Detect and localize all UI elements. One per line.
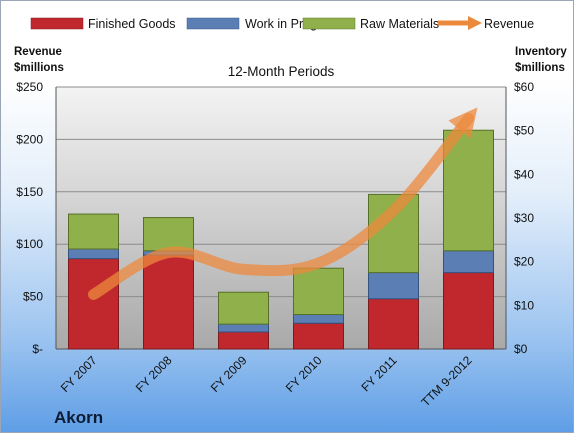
bar-raw-materials-3 — [293, 267, 344, 316]
legend-item-finished-goods: Finished Goods — [30, 17, 176, 31]
legend-label-revenue: Revenue — [484, 17, 534, 31]
bar-raw-materials-0 — [68, 213, 119, 250]
x-tick-label: FY 2010 — [283, 353, 325, 395]
chart-subtitle: 12-Month Periods — [228, 64, 335, 79]
right-axis-title-line1: Inventory — [515, 46, 567, 58]
x-axis-ticks: FY 2007 FY 2008 FY 2009 FY 2010 FY 2011 TTM 9… — [58, 353, 475, 409]
gridlines — [55, 86, 507, 350]
left-tick-label: $250 — [16, 80, 43, 94]
bar-raw-materials-1 — [143, 217, 194, 252]
right-tick-label: $40 — [514, 167, 534, 181]
legend-item-revenue: Revenue — [438, 16, 534, 31]
x-tick-label: FY 2009 — [208, 353, 250, 395]
bar-raw-materials-2 — [218, 291, 269, 325]
bars — [68, 129, 494, 350]
right-axis-title-line2: $millions — [515, 62, 565, 74]
left-tick-label: $100 — [16, 237, 43, 251]
left-tick-label: $150 — [16, 185, 43, 199]
right-tick-label: $50 — [514, 124, 534, 138]
x-tick-label: FY 2007 — [58, 353, 100, 395]
plot-area — [56, 87, 506, 349]
bar-raw-materials-5 — [443, 129, 494, 252]
bar-finished-goods-4 — [368, 298, 419, 350]
right-tick-label: $10 — [514, 298, 534, 312]
bar-finished-goods-2 — [218, 331, 269, 350]
bar-finished-goods-3 — [293, 322, 344, 350]
left-axis-ticks: $- $50 $100 $150 $200 $250 — [16, 80, 43, 356]
company-name: Akorn — [54, 408, 103, 427]
left-axis-title-line2: $millions — [14, 62, 64, 74]
right-tick-label: $0 — [514, 342, 528, 356]
right-tick-label: $60 — [514, 80, 534, 94]
right-axis-ticks: $0 $10 $20 $30 $40 $50 $60 — [514, 80, 534, 356]
legend-item-raw-materials: Raw Materials — [302, 17, 439, 31]
left-tick-label: $- — [32, 342, 43, 356]
x-tick-label: FY 2008 — [133, 353, 175, 395]
left-tick-label: $200 — [16, 132, 43, 146]
bar-finished-goods-1 — [143, 254, 194, 350]
revenue-line-group — [88, 107, 478, 301]
left-axis-title-line1: Revenue — [14, 46, 62, 58]
right-tick-label: $30 — [514, 211, 534, 225]
bar-work-in-progress-5 — [443, 250, 494, 274]
legend-label-raw-materials: Raw Materials — [360, 17, 439, 31]
bar-finished-goods-5 — [443, 272, 494, 350]
revenue-line — [88, 107, 478, 301]
x-tick-label: FY 2011 — [358, 353, 399, 394]
bar-work-in-progress-2 — [218, 323, 269, 333]
bar-work-in-progress-3 — [293, 314, 344, 324]
bar-work-in-progress-4 — [368, 272, 419, 300]
legend-label-finished-goods: Finished Goods — [88, 17, 176, 31]
bar-work-in-progress-0 — [68, 248, 119, 260]
bar-finished-goods-0 — [68, 258, 119, 350]
legend: Finished Goods Work in Progress Raw Mate… — [30, 16, 534, 31]
right-tick-label: $20 — [514, 255, 534, 269]
left-tick-label: $50 — [23, 290, 43, 304]
x-tick-label: TTM 9-2012 — [419, 353, 475, 409]
